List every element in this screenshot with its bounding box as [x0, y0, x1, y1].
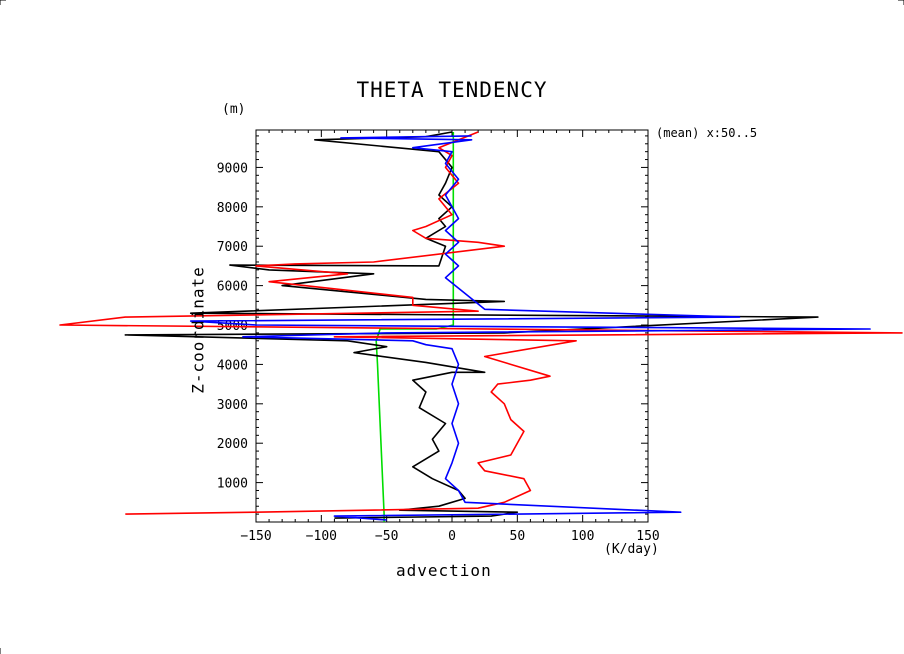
y-tick-label: 2000	[217, 437, 248, 452]
y-axis-label: Z-coordinate	[188, 266, 208, 394]
y-tick-label: 6000	[217, 280, 248, 295]
x-tick-label: −50	[375, 529, 398, 544]
y-tick-label: 9000	[217, 161, 248, 176]
series-line-2	[124, 131, 819, 519]
y-tick-label: 7000	[217, 240, 248, 255]
series-line-4	[189, 135, 871, 521]
x-tick-label: −100	[306, 529, 337, 544]
x-tick-label: −150	[240, 529, 271, 544]
corner-mark	[898, 0, 904, 5]
mean-range-note: (mean) x:50..5	[656, 126, 758, 140]
y-tick-label: 8000	[217, 201, 248, 216]
x-axis-unit: (K/day)	[604, 542, 659, 557]
x-axis-label: advection	[396, 561, 492, 580]
series-line-3	[59, 131, 903, 515]
chart-title: THETA TENDENCY	[356, 78, 548, 102]
x-tick-label: 150	[636, 529, 659, 544]
y-axis-unit: (m)	[222, 102, 246, 117]
y-tick-label: 3000	[217, 398, 248, 413]
y-tick-label: 4000	[217, 358, 248, 373]
x-tick-label: 100	[571, 529, 594, 544]
corner-mark	[0, 0, 6, 5]
x-tick-label: 50	[510, 529, 526, 544]
y-tick-label: 1000	[217, 477, 248, 492]
x-tick-label: 0	[448, 529, 456, 544]
